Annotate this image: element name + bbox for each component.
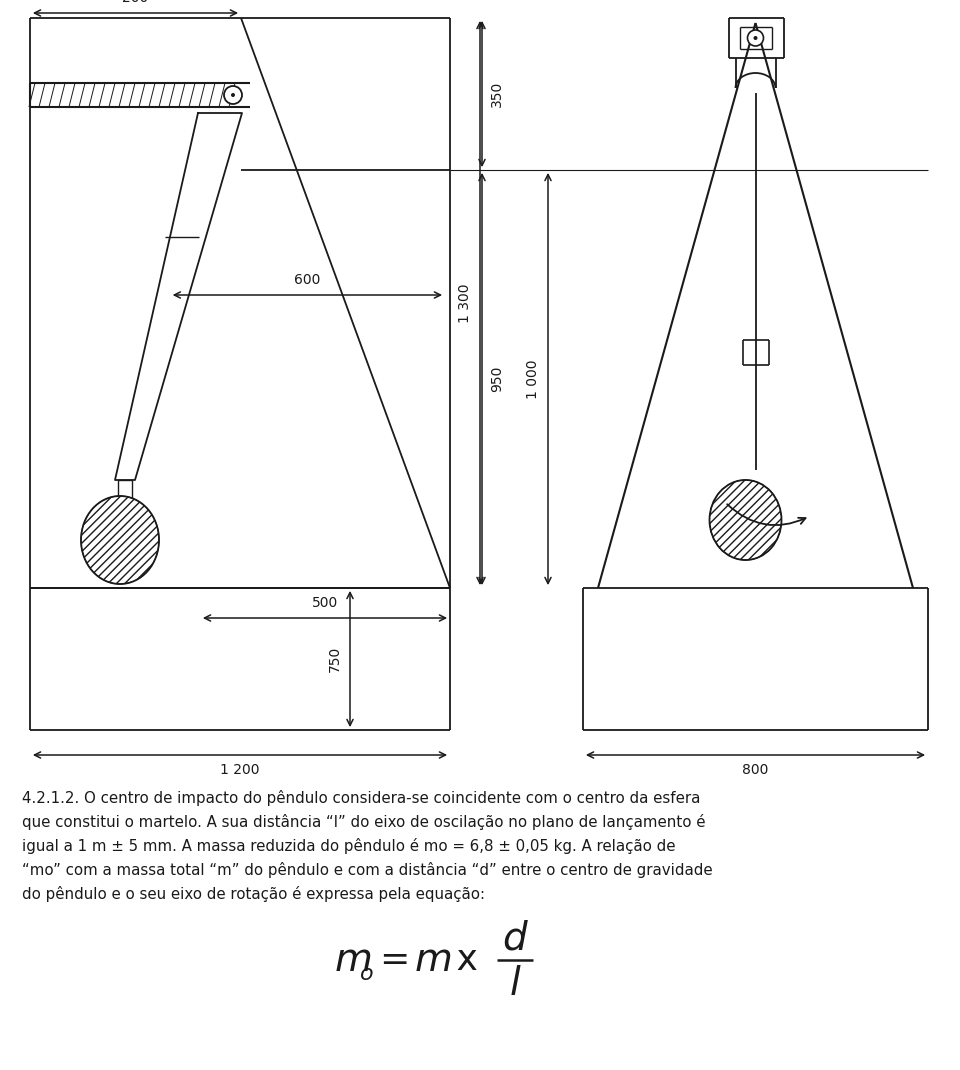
Text: 950: 950: [490, 366, 504, 393]
Circle shape: [224, 86, 242, 104]
Text: “mo” com a massa total “m” do pêndulo e com a distância “d” entre o centro de gr: “mo” com a massa total “m” do pêndulo e …: [22, 862, 712, 878]
Text: l: l: [510, 965, 520, 1003]
Text: que constitui o martelo. A sua distância “l” do eixo de oscilação no plano de la: que constitui o martelo. A sua distância…: [22, 814, 706, 830]
Text: 800: 800: [742, 763, 769, 777]
Text: m: m: [335, 941, 372, 979]
Text: 500: 500: [312, 596, 338, 610]
Text: o: o: [360, 964, 373, 984]
Text: 750: 750: [328, 646, 342, 672]
Text: =: =: [380, 943, 421, 977]
Text: m: m: [415, 941, 453, 979]
Text: d: d: [503, 919, 527, 957]
Text: x: x: [445, 943, 478, 977]
Circle shape: [748, 30, 763, 46]
Text: 1 000: 1 000: [526, 360, 540, 399]
Text: 4.2.1.2. O centro de impacto do pêndulo considera-se coincidente com o centro da: 4.2.1.2. O centro de impacto do pêndulo …: [22, 790, 701, 806]
Text: 600: 600: [294, 273, 321, 287]
Circle shape: [754, 36, 757, 40]
Text: 350: 350: [490, 81, 504, 107]
Ellipse shape: [81, 496, 159, 584]
Text: 200: 200: [122, 0, 149, 5]
Ellipse shape: [709, 480, 781, 560]
Text: 1 300: 1 300: [458, 284, 472, 323]
Text: igual a 1 m ± 5 mm. A massa reduzida do pêndulo é mo = 6,8 ± 0,05 kg. A relação : igual a 1 m ± 5 mm. A massa reduzida do …: [22, 838, 676, 854]
Circle shape: [231, 93, 235, 97]
Text: do pêndulo e o seu eixo de rotação é expressa pela equação:: do pêndulo e o seu eixo de rotação é exp…: [22, 886, 485, 902]
Text: 1 200: 1 200: [220, 763, 260, 777]
